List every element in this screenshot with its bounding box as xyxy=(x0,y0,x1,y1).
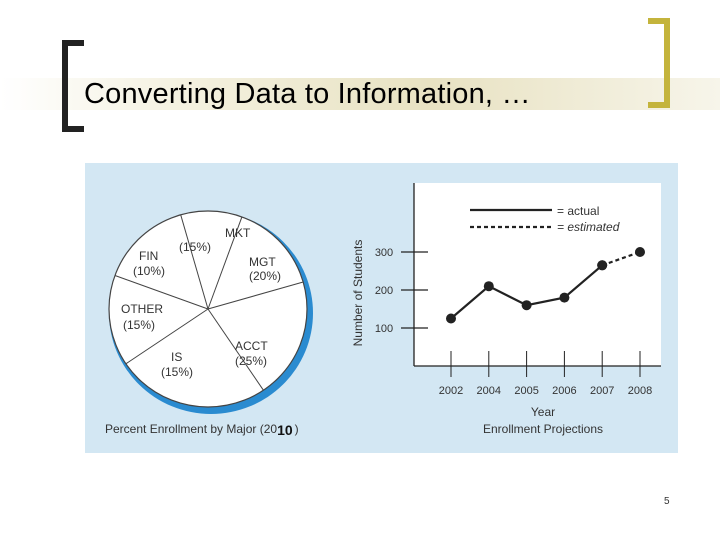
y-tick-label-100: 100 xyxy=(375,323,393,335)
pie-label-mkt: MKT xyxy=(225,226,251,240)
x-tick-label-2004: 2004 xyxy=(477,385,501,397)
right-bracket-decoration xyxy=(648,18,670,108)
pie-slice-border-other xyxy=(114,275,209,310)
line-caption: Enrollment Projections xyxy=(483,422,603,436)
y-tick-label-200: 200 xyxy=(375,285,393,297)
pie-slice-border-fin xyxy=(180,214,209,310)
left-bracket-decoration xyxy=(62,40,84,132)
pie-label-mgt: MGT xyxy=(249,255,276,269)
pie-caption: Percent Enrollment by Major (2010) xyxy=(105,422,299,438)
y-tick-label-300: 300 xyxy=(375,247,393,259)
pie-pct-other: (15%) xyxy=(123,318,155,332)
legend-actual-label: = actual xyxy=(557,204,599,218)
pie-slice-borders xyxy=(114,214,304,391)
figure-panel: MKT (15%) MGT (20%) ACCT (25%) IS (15%) … xyxy=(85,163,678,453)
pie-caption-year-tail: 10 xyxy=(277,422,293,438)
data-point-estimated-2007 xyxy=(597,260,608,271)
pie-pct-mkt: (15%) xyxy=(179,240,211,254)
data-point-actual-2005 xyxy=(521,300,532,311)
pie-slice-border-mgt xyxy=(207,281,304,310)
pie-chart: MKT (15%) MGT (20%) ACCT (25%) IS (15%) … xyxy=(105,210,313,438)
x-tick-label-2002: 2002 xyxy=(439,385,463,397)
x-tick-label-2007: 2007 xyxy=(590,385,614,397)
data-point-actual-2002 xyxy=(446,313,456,324)
x-axis-label: Year xyxy=(531,405,555,419)
pie-caption-main: Percent Enrollment by Major (20 xyxy=(105,422,277,436)
pie-pct-mgt: (20%) xyxy=(249,269,281,283)
x-ticks: 2002 2004 2005 2006 2007 2008 xyxy=(439,351,652,397)
y-axis-label: Number of Students xyxy=(351,240,365,347)
pie-pct-fin: (10%) xyxy=(133,264,165,278)
line-chart: 100 200 300 2002 2004 2005 2006 2007 2008 = act… xyxy=(351,183,661,436)
pie-label-other: OTHER xyxy=(121,302,163,316)
plot-area xyxy=(414,183,661,366)
pie-label-acct: ACCT xyxy=(235,339,268,353)
pie-pct-is: (15%) xyxy=(161,365,193,379)
data-point-estimated-2008 xyxy=(635,247,645,257)
pie-slice-border-is xyxy=(125,308,209,365)
x-tick-label-2008: 2008 xyxy=(628,385,652,397)
x-tick-label-2005: 2005 xyxy=(514,385,538,397)
series-layer xyxy=(446,247,645,324)
pie-caption-close: ) xyxy=(295,422,299,436)
x-tick-label-2006: 2006 xyxy=(552,385,576,397)
pie-label-is: IS xyxy=(171,350,182,364)
data-point-actual-2004 xyxy=(483,281,494,292)
pie-slice-border-mkt xyxy=(207,216,243,310)
figure-svg: MKT (15%) MGT (20%) ACCT (25%) IS (15%) … xyxy=(105,183,661,438)
pie-pct-acct: (25%) xyxy=(235,354,267,368)
slide-title: Converting Data to Information, … xyxy=(84,78,531,110)
y-ticks: 100 200 300 xyxy=(375,247,428,335)
pie-slice-border-acct xyxy=(207,308,264,391)
pie-label-fin: FIN xyxy=(139,249,158,263)
title-band xyxy=(0,78,720,110)
page-number: 5 xyxy=(664,496,670,507)
legend-estimated-label: = estimated xyxy=(557,220,620,234)
data-point-actual-2006 xyxy=(559,292,570,303)
